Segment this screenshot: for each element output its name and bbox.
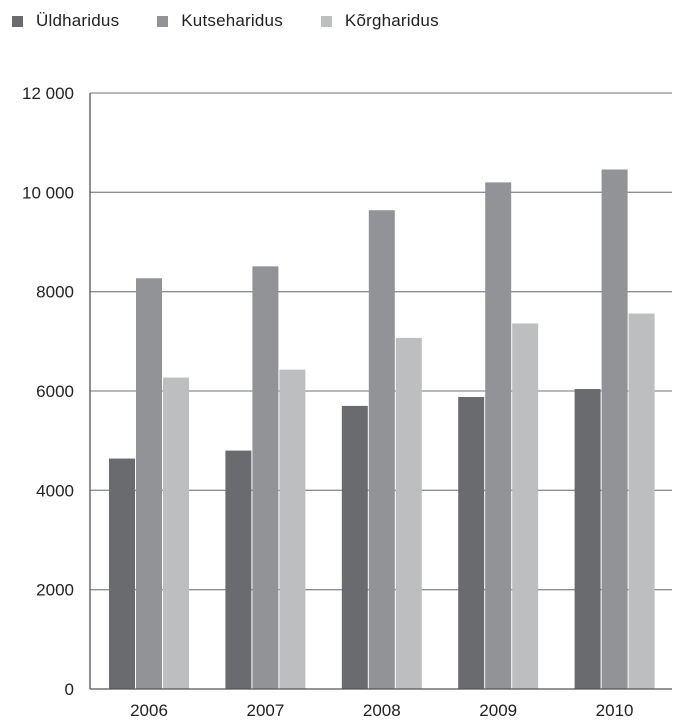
bars: [109, 169, 655, 690]
y-tick-label: 4000: [36, 481, 74, 500]
y-tick-label: 8000: [36, 283, 74, 302]
bar-k-rgharidus-2006: [163, 377, 189, 689]
x-tick-label-2010: 2010: [596, 701, 634, 720]
y-tick-label: 12 000: [22, 84, 74, 103]
legend: Üldharidus Kutseharidus Kõrgharidus: [12, 11, 477, 31]
legend-label-uldharidus: Üldharidus: [36, 11, 120, 30]
bar-k-rgharidus-2009: [512, 323, 539, 689]
bar-kutseharidus-2009: [485, 182, 512, 689]
bar-kutseharidus-2010: [601, 169, 628, 689]
bar-kutseharidus-2008: [368, 210, 395, 690]
bar--ldharidus-2006: [109, 458, 135, 689]
bar-kutseharidus-2007: [252, 266, 279, 689]
y-tick-labels: 0 2000 4000 6000 8000 10 000 12 000: [22, 84, 74, 699]
x-tick-label-2008: 2008: [363, 701, 401, 720]
bar-k-rgharidus-2007: [279, 369, 306, 689]
legend-swatch-uldharidus: [12, 15, 23, 27]
legend-item-kutseharidus: Kutseharidus: [157, 11, 283, 31]
bar-k-rgharidus-2010: [628, 313, 655, 689]
bar-k-rgharidus-2008: [395, 337, 422, 689]
legend-item-korgharidus: Kõrgharidus: [320, 11, 439, 31]
x-tick-label-2009: 2009: [479, 701, 517, 720]
bar--ldharidus-2007: [225, 450, 252, 689]
bar--ldharidus-2009: [458, 396, 485, 689]
y-tick-label: 0: [65, 680, 74, 699]
bar--ldharidus-2008: [341, 405, 368, 689]
y-tick-label: 2000: [36, 581, 74, 600]
legend-item-uldharidus: Üldharidus: [12, 11, 119, 31]
bar-kutseharidus-2006: [136, 278, 162, 689]
legend-swatch-korgharidus: [320, 15, 332, 27]
x-tick-label-2006: 2006: [130, 701, 168, 720]
x-tick-labels: 2006 2007 2008 2009 2010: [130, 701, 633, 720]
legend-label-korgharidus: Kõrgharidus: [344, 11, 439, 30]
x-tick-label-2007: 2007: [246, 701, 284, 720]
y-tick-label: 10 000: [22, 183, 74, 202]
y-tick-label: 6000: [36, 382, 74, 401]
legend-label-kutseharidus: Kutseharidus: [181, 11, 283, 30]
bar--ldharidus-2010: [574, 389, 601, 689]
legend-swatch-kutseharidus: [157, 15, 169, 27]
axes: [89, 93, 672, 690]
